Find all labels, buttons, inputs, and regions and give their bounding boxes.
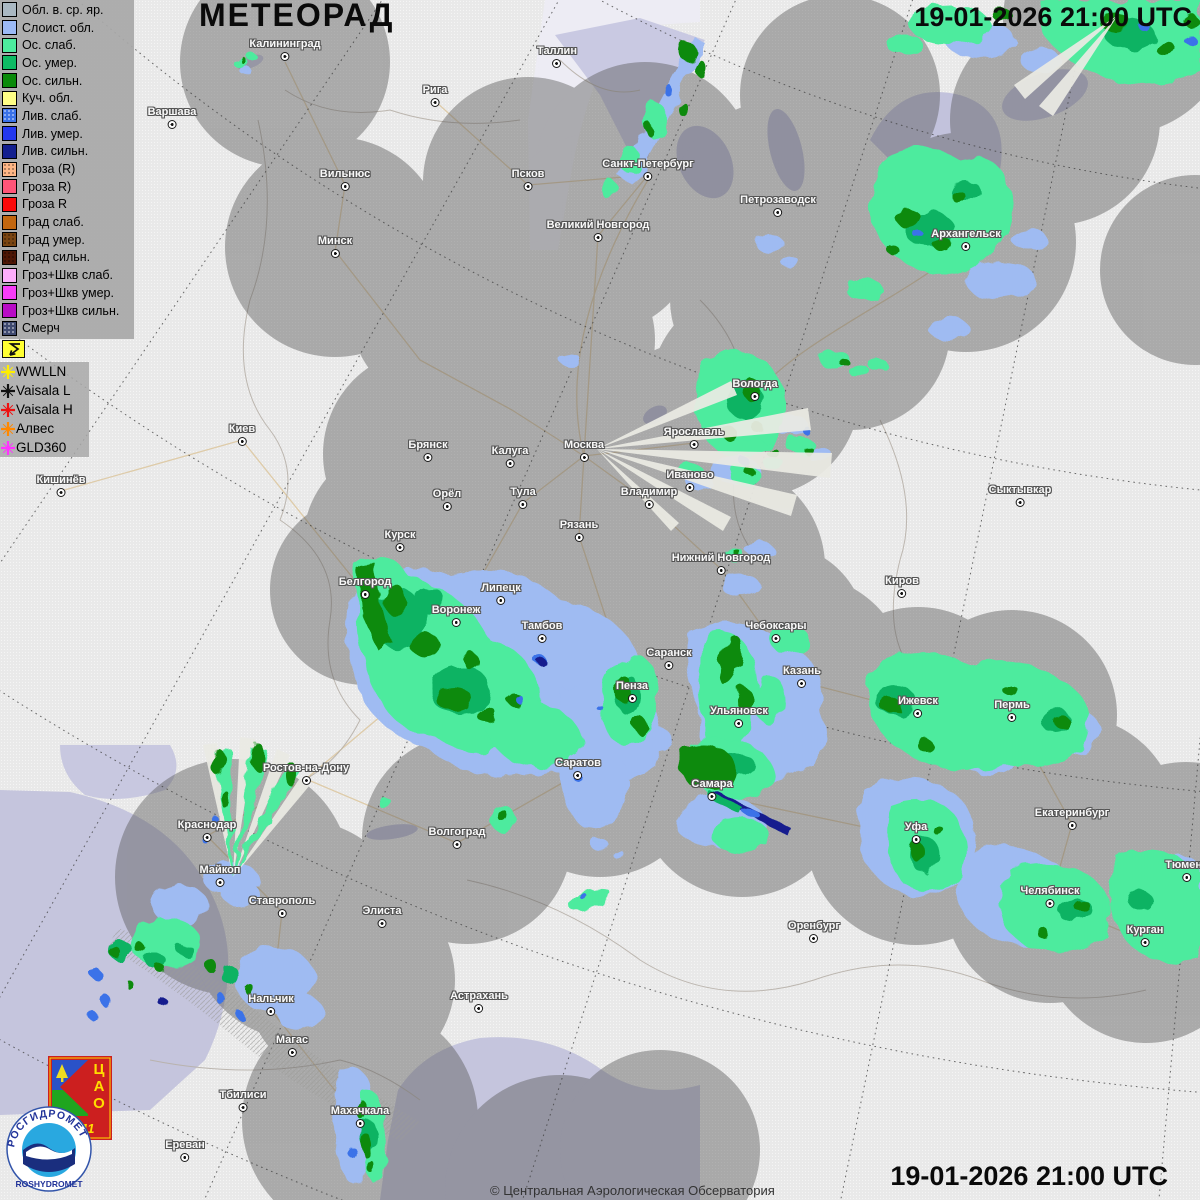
radar-coverage-circle [180,0,390,167]
legend-row: Гроза R [0,196,134,214]
legend-label: Слоист. обл. [22,20,95,35]
shower-heavy [159,658,790,1007]
lightning-network-row: WWLLN [0,362,89,381]
lightning-marker-icon [1,383,15,398]
legend-row: Ос. умер. [0,54,134,72]
legend-row: Гроза R) [0,178,134,196]
radar-spoke-echoes [211,743,301,877]
legend-label: Гроза (R) [22,162,76,177]
legend-row: Гроза (R) [0,160,134,178]
legend-swatch [2,179,17,195]
legend-swatch [2,90,17,106]
lightning-network-label: Алвес [16,421,55,436]
lightning-marker-icon [1,421,15,436]
legend-label: Град слаб. [22,215,84,230]
legend-row: Град умер. [0,231,134,249]
radar-coverage-circle [225,137,445,357]
lightning-network-row: Алвес [0,419,89,438]
app-title: МЕТЕОРАД [199,0,395,33]
legend-swatch [2,108,17,124]
radar-coverage-circle [350,210,550,410]
legend-row: Обл. в. ср. яр. [0,1,134,19]
radar-coverage-circle [560,1050,760,1200]
lightning-marker-icon [1,364,15,379]
legend-label: Гроза R [22,197,68,212]
legend-label: Лив. сильн. [22,144,89,159]
copyright: © Центральная Аэрологическая Обсерватори… [490,1183,775,1198]
legend-row: Гроз+Шкв сильн. [0,302,134,320]
legend-swatch [2,55,17,71]
lightning-network-row: Vaisala H [0,400,89,419]
lightning-network-row: GLD360 [0,438,89,457]
legend-row: Лив. сильн. [0,143,134,161]
legend-label: Ос. умер. [22,55,77,70]
lightning-networks: WWLLN Vaisala L Vaisala H Алвес GLD360 [0,362,89,457]
legend-label: Гроза R) [22,179,72,194]
radar-coverage-circle [750,230,950,430]
radar-coverage-circle [245,875,455,1085]
legend-swatch [2,232,17,248]
legend-row: Слоист. обл. [0,19,134,37]
timestamp-top: 19-01-2026 21:00 UTC [914,2,1192,32]
region-borders [149,59,1147,1101]
radar-coverage-circle [1100,175,1200,365]
legend-swatch [2,2,17,18]
legend-swatch [2,73,17,89]
lightning-network-label: WWLLN [16,364,67,379]
legend-swatch [2,267,17,283]
lightning-network-label: GLD360 [16,440,67,455]
legend-swatch [2,143,17,159]
legend-panel: Обл. в. ср. яр. Слоист. обл. Ос. слаб. Ос. … [0,0,134,340]
legend-row: Гроз+Шкв слаб. [0,266,134,284]
legend-label: Смерч [22,321,60,336]
lightning-arrow-icon [7,342,20,356]
legend-row: Куч. обл. [0,89,134,107]
radar-coverage-circle [362,734,572,944]
radar-coverage-circle [670,210,850,390]
legend-label: Ос. сильн. [22,73,83,88]
radar-coverage-circle [445,1075,675,1200]
legend-row: Лив. слаб. [0,107,134,125]
lightning-symbol-box [2,340,25,358]
legend-label: Куч. обл. [22,91,74,106]
legend-items: Обл. в. ср. яр. Слоист. обл. Ос. слаб. Ос. … [0,1,134,337]
legend-label: Лив. умер. [22,126,83,141]
lightning-network-label: Vaisala H [16,402,73,417]
legend-row: Град сильн. [0,249,134,267]
legend-swatch [2,249,17,265]
legend-row: Лив. умер. [0,125,134,143]
lightning-marker-icon [1,402,15,417]
legend-label: Гроз+Шкв сильн. [22,303,120,318]
lightning-network-row: Vaisala L [0,381,89,400]
legend-row: Град слаб. [0,213,134,231]
legend-row: Гроз+Шкв умер. [0,284,134,302]
legend-swatch [2,161,17,177]
legend-swatch [2,320,17,336]
legend-label: Ос. слаб. [22,38,77,53]
legend-label: Град умер. [22,232,85,247]
precipitation-layer [88,0,1200,1185]
radar-coverage-circle [455,240,655,440]
legend-swatch [2,303,17,319]
timestamp-bottom: 19-01-2026 21:00 UTC [890,1161,1168,1191]
lightning-network-label: Vaisala L [16,383,71,398]
legend-swatch [2,126,17,142]
lightning-marker-icon [1,440,15,455]
legend-label: Град сильн. [22,250,91,265]
radar-coverage-circles [115,0,1200,1200]
legend-swatch [2,214,17,230]
legend-label: Лив. слаб. [22,108,82,123]
legend-row: Ос. слаб. [0,36,134,54]
legend-label: Гроз+Шкв умер. [22,285,114,300]
legend-label: Гроз+Шкв слаб. [22,268,114,283]
legend-swatch [2,20,17,36]
legend-row: Смерч [0,319,134,337]
legend-row: Ос. сильн. [0,72,134,90]
legend-label: Обл. в. ср. яр. [22,2,104,17]
legend-swatch [2,196,17,212]
legend-swatch [2,37,17,53]
legend-swatch [2,285,17,301]
